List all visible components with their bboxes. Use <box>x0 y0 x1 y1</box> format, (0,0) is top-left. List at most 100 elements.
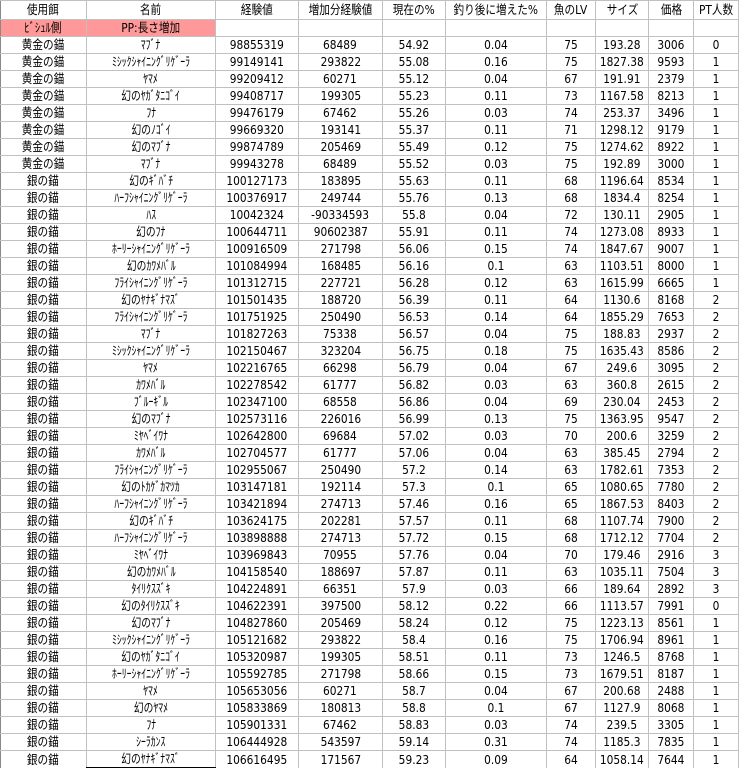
cell-current-percent[interactable]: 56.82 <box>381 376 446 394</box>
cell-percent-gained[interactable]: 0.11 <box>444 172 547 190</box>
cell-current-percent[interactable]: 55.23 <box>381 87 446 105</box>
cell-price[interactable]: 8586 <box>648 342 694 360</box>
cell-price[interactable]: 2453 <box>648 393 694 411</box>
cell-party-size[interactable]: 1 <box>692 104 739 122</box>
cell-size[interactable]: 1867.53 <box>595 495 650 513</box>
cell-name[interactable]: ﾊｰﾌｼｬｲﾆﾝｸﾞﾘｹﾞｰﾗ <box>85 189 217 207</box>
cell-current-percent[interactable]: 57.76 <box>381 546 446 564</box>
cell-name[interactable]: 幻のﾏﾌﾞﾅ <box>85 614 217 632</box>
cell-size[interactable]: 1223.13 <box>595 614 650 632</box>
cell-exp[interactable]: 102347100 <box>215 393 299 411</box>
cell-exp[interactable]: 103421894 <box>215 495 299 513</box>
cell-percent-gained[interactable]: 0.03 <box>444 580 547 598</box>
cell-exp[interactable]: 101751925 <box>215 308 299 326</box>
cell-bait[interactable]: 銀の錨 <box>0 189 87 207</box>
cell-price[interactable]: 9179 <box>648 121 694 139</box>
cell-fish-level[interactable]: 67 <box>545 699 597 717</box>
cell-bait[interactable]: 銀の錨 <box>0 223 87 241</box>
cell-current-percent[interactable]: 56.28 <box>381 274 446 292</box>
cell-current-percent[interactable]: 57.9 <box>381 580 446 598</box>
cell-percent-gained[interactable]: 0.1 <box>444 257 547 275</box>
cell-name[interactable]: ﾌﾗｲｼｬｲﾆﾝｸﾞﾘｹﾞｰﾗ <box>85 308 217 326</box>
cell-exp[interactable]: 100916509 <box>215 240 299 258</box>
cell-percent-gained[interactable]: 0.22 <box>444 597 547 615</box>
cell-fish-level[interactable]: 68 <box>545 529 597 547</box>
cell-name[interactable]: ﾏﾌﾞﾅ <box>85 36 217 54</box>
cell-exp-gain[interactable]: 227721 <box>297 274 383 292</box>
cell-name[interactable]: ﾏﾌﾞﾅ <box>85 325 217 343</box>
cell-current-percent[interactable]: 55.49 <box>381 138 446 156</box>
cell-percent-gained[interactable]: 0.11 <box>444 563 547 581</box>
cell-party-size[interactable]: 3 <box>692 563 739 581</box>
cell-exp[interactable]: 103147181 <box>215 478 299 496</box>
cell-bait[interactable]: 黄金の錨 <box>0 104 87 122</box>
cell-size[interactable]: 1058.14 <box>595 750 650 768</box>
cell-name[interactable]: 幻のﾄｶｹﾞｶﾏﾂｶ <box>85 478 217 496</box>
cell-current-percent[interactable]: 55.08 <box>381 53 446 71</box>
cell-size[interactable]: 249.6 <box>595 359 650 377</box>
cell-name[interactable]: 幻のﾔﾅｷﾞﾅﾏｽﾞ <box>85 291 217 309</box>
cell-percent-gained[interactable]: 0.04 <box>444 206 547 224</box>
cell-name[interactable]: 幻のﾏﾌﾞﾅ <box>85 410 217 428</box>
cell-fish-level[interactable]: 74 <box>545 733 597 751</box>
cell-percent-gained[interactable]: 0.16 <box>444 631 547 649</box>
cell-price[interactable]: 7835 <box>648 733 694 751</box>
cell-exp[interactable]: 104224891 <box>215 580 299 598</box>
cell-size[interactable]: 1298.12 <box>595 121 650 139</box>
cell-party-size[interactable]: 1 <box>692 733 739 751</box>
cell-name[interactable]: ﾏﾌﾞﾅ <box>85 155 217 173</box>
cell-price[interactable]: 8933 <box>648 223 694 241</box>
cell-fish-level[interactable]: 72 <box>545 206 597 224</box>
cell-bait[interactable]: 銀の錨 <box>0 733 87 751</box>
cell-percent-gained[interactable]: 0.09 <box>444 750 547 768</box>
cell-exp-gain[interactable]: 193141 <box>297 121 383 139</box>
header-name[interactable]: 名前 <box>85 0 217 20</box>
cell-size[interactable]: 191.91 <box>595 70 650 88</box>
cell-exp-gain[interactable]: 68489 <box>297 36 383 54</box>
cell-size[interactable]: 1782.61 <box>595 461 650 479</box>
cell-exp-gain[interactable]: 75338 <box>297 325 383 343</box>
cell-exp-gain[interactable]: 67462 <box>297 104 383 122</box>
cell-current-percent[interactable]: 56.16 <box>381 257 446 275</box>
cell-percent-gained[interactable]: 0.11 <box>444 87 547 105</box>
cell-fish-level[interactable]: 74 <box>545 240 597 258</box>
cell-fish-level[interactable]: 74 <box>545 223 597 241</box>
cell-price[interactable]: 8768 <box>648 648 694 666</box>
cell-party-size[interactable]: 2 <box>692 376 739 394</box>
cell-party-size[interactable]: 2 <box>692 444 739 462</box>
cell-party-size[interactable]: 2 <box>692 342 739 360</box>
cell-size[interactable]: 230.04 <box>595 393 650 411</box>
cell-exp-gain[interactable]: 90602387 <box>297 223 383 241</box>
cell-size[interactable]: 1827.38 <box>595 53 650 71</box>
cell-exp-gain[interactable]: 250490 <box>297 461 383 479</box>
note-cell-percent-gained[interactable] <box>444 19 547 37</box>
cell-exp[interactable]: 99669320 <box>215 121 299 139</box>
cell-name[interactable]: 幻のﾔｶﾞﾀﾆｺﾞｲ <box>85 648 217 666</box>
cell-exp[interactable]: 99476179 <box>215 104 299 122</box>
header-price[interactable]: 価格 <box>648 0 694 20</box>
cell-price[interactable]: 7780 <box>648 478 694 496</box>
cell-party-size[interactable]: 1 <box>692 631 739 649</box>
cell-fish-level[interactable]: 74 <box>545 716 597 734</box>
cell-current-percent[interactable]: 58.51 <box>381 648 446 666</box>
cell-exp-gain[interactable]: 271798 <box>297 240 383 258</box>
cell-percent-gained[interactable]: 0.11 <box>444 121 547 139</box>
cell-current-percent[interactable]: 55.12 <box>381 70 446 88</box>
cell-exp[interactable]: 105833869 <box>215 699 299 717</box>
cell-exp[interactable]: 99408717 <box>215 87 299 105</box>
cell-fish-level[interactable]: 73 <box>545 87 597 105</box>
cell-current-percent[interactable]: 57.02 <box>381 427 446 445</box>
cell-price[interactable]: 2488 <box>648 682 694 700</box>
cell-exp-gain[interactable]: 66298 <box>297 359 383 377</box>
cell-exp[interactable]: 106616495 <box>215 750 299 768</box>
cell-name[interactable]: ﾌﾅ <box>85 716 217 734</box>
cell-name[interactable]: 幻のｶﾜﾒﾊﾞﾙ <box>85 257 217 275</box>
cell-fish-level[interactable]: 63 <box>545 376 597 394</box>
cell-party-size[interactable]: 3 <box>692 580 739 598</box>
cell-exp[interactable]: 101827263 <box>215 325 299 343</box>
cell-exp[interactable]: 99209412 <box>215 70 299 88</box>
cell-exp-gain[interactable]: 249744 <box>297 189 383 207</box>
cell-party-size[interactable]: 1 <box>692 665 739 683</box>
cell-price[interactable]: 7991 <box>648 597 694 615</box>
cell-percent-gained[interactable]: 0.14 <box>444 308 547 326</box>
